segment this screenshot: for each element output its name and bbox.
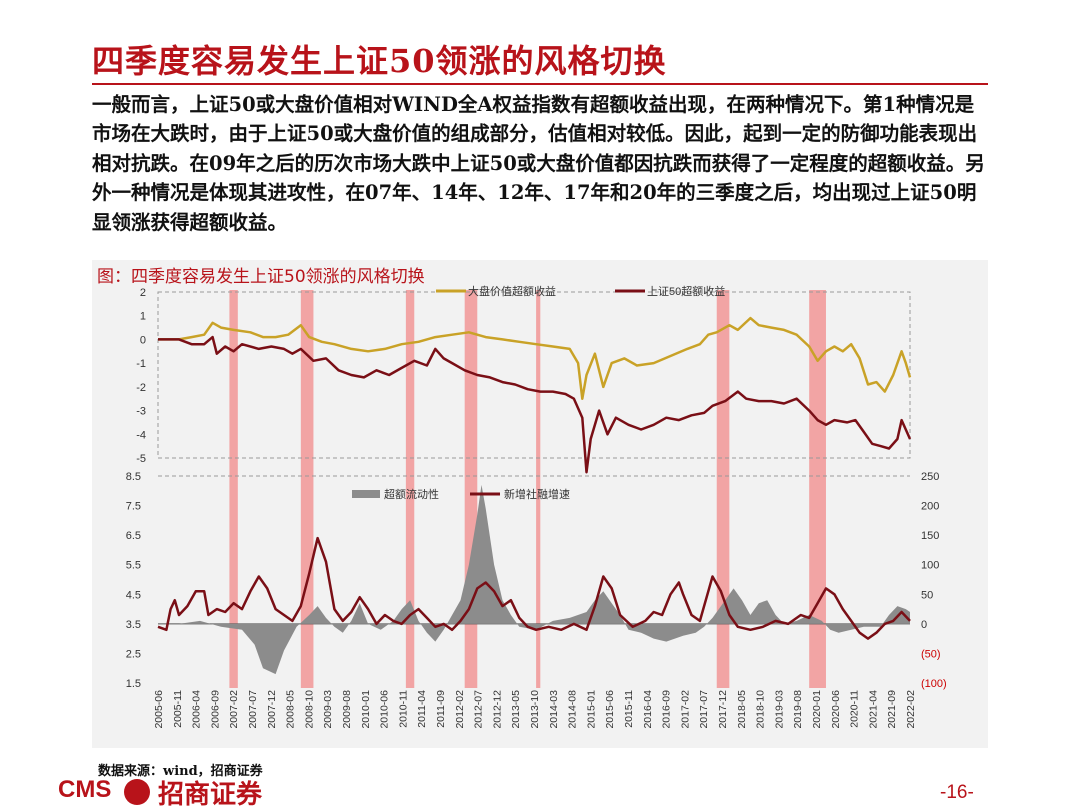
body-paragraph: 一般而言，上证50或大盘价值相对WIND全A权益指数有超额收益出现，在两种情况下…: [92, 93, 985, 234]
logo-text: CMS: [58, 776, 112, 803]
logo-emblem-icon: [124, 779, 150, 805]
logo-chinese-text: 招商证券: [158, 780, 263, 810]
slide-title: 四季度容易发生上证50领涨的风格切换: [92, 42, 667, 80]
data-source: 数据来源：wind，招商证券: [98, 764, 263, 779]
chart-background: [92, 260, 988, 748]
title-divider: [92, 83, 988, 85]
figure-title: 图：四季度容易发生上证50领涨的风格切换: [97, 267, 425, 287]
page-number: -16-: [940, 782, 974, 803]
